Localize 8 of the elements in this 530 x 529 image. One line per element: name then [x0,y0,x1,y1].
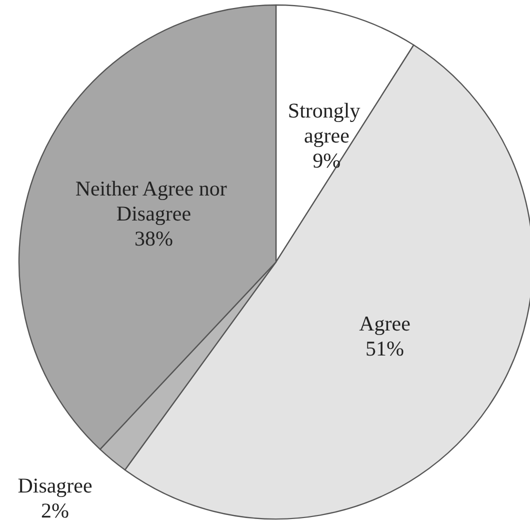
slice-label: Disagree [18,474,92,498]
data-label: 9% [312,148,341,173]
slice-label: Agree [359,311,410,336]
slice-label: Strongly agree [288,98,366,148]
slice-label: Neither Agree nor Disagree [75,176,232,226]
data-label: 38% [134,226,173,251]
data-label: 51% [366,336,404,360]
data-label: 2% [41,498,69,522]
